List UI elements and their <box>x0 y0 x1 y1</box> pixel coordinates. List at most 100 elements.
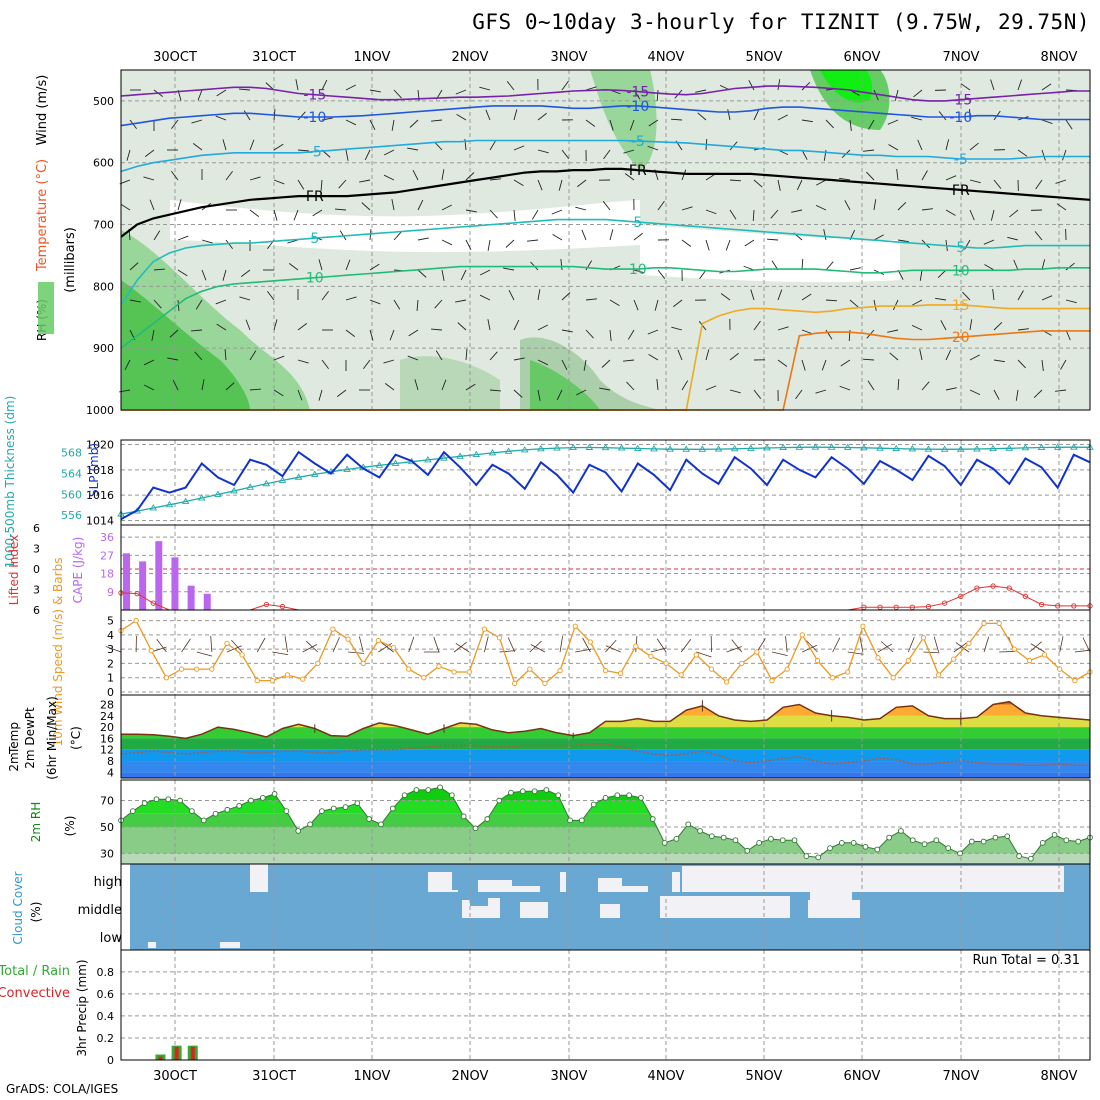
upper-air-wind-barb <box>791 209 803 213</box>
upper-air-wind-barb <box>149 199 155 211</box>
upper-air-wind-barb <box>753 389 762 399</box>
wind-ytick-1: 1 <box>107 672 114 685</box>
rh-marker <box>472 825 479 832</box>
upper-air-wind-barb <box>1017 359 1026 369</box>
upper-air-wind-barb <box>297 389 303 401</box>
wind-speed-marker <box>663 660 669 667</box>
x-date-bottom-4: 3NOV <box>551 1069 588 1084</box>
wind-speed-marker <box>148 647 154 654</box>
upper-air-wind-barb <box>249 350 257 361</box>
wind-speed-marker <box>360 660 366 667</box>
thickness-marker <box>634 444 642 451</box>
upper-air-wind-barb <box>417 199 424 211</box>
cape-bar-3 <box>171 557 179 610</box>
rh-marker <box>354 800 361 807</box>
wind10m-barb <box>923 651 940 654</box>
upper-air-wind-barb <box>465 209 477 213</box>
wind-speed-marker <box>829 675 836 681</box>
wind10m-barb <box>332 637 340 653</box>
upper-air-wind-barb <box>151 329 155 341</box>
upper-air-wind-barb <box>633 299 639 311</box>
wind10m-barb <box>507 637 516 653</box>
upper-air-wind-barb <box>167 357 179 361</box>
thickness-marker <box>520 446 529 453</box>
wind-speed-marker <box>633 643 639 649</box>
thickness-marker <box>779 443 787 451</box>
wind10m-barb <box>196 651 213 657</box>
wind10m-barb <box>582 637 591 653</box>
rh-marker <box>449 792 455 799</box>
li-ytick--3: 3 <box>33 543 40 556</box>
upper-air-wind-barb <box>297 111 306 121</box>
upper-air-wind-barb <box>295 79 299 91</box>
thickness-marker <box>214 490 222 497</box>
wind10m-barb <box>847 651 864 655</box>
rh-marker <box>153 796 160 803</box>
upper-air-wind-barb <box>417 237 429 241</box>
upper-air-wind-barb <box>171 170 179 181</box>
wind-speed-marker <box>542 680 548 687</box>
upper-air-wind-barb <box>434 299 443 309</box>
wind-speed-marker <box>330 626 336 632</box>
wind-speed-marker <box>512 680 518 687</box>
cloud-level-low: low <box>100 931 123 946</box>
x-date-bottom-5: 4NOV <box>648 1069 685 1084</box>
upper-air-wind-barb <box>969 179 981 184</box>
wind-speed-marker <box>436 663 442 669</box>
upper-air-wind-barb <box>624 173 635 181</box>
upper-air-wind-barb <box>992 289 995 301</box>
rh-marker <box>661 839 668 846</box>
upper-air-wind-barb <box>1041 359 1044 371</box>
rh-marker <box>437 784 443 791</box>
isotherm-label-3-2: FR <box>952 183 970 199</box>
temp-ytick-24: 24 <box>100 710 114 723</box>
wind-ytick-4: 4 <box>107 629 114 642</box>
lifted-index-marker <box>134 590 140 597</box>
upper-air-wind-barb <box>143 176 155 181</box>
upper-air-wind-barb <box>318 389 323 401</box>
upper-air-wind-barb <box>195 299 203 310</box>
rh-marker <box>626 792 632 799</box>
wind10m-barb <box>483 636 489 653</box>
lifted-index-marker <box>893 604 899 610</box>
upper-air-ytick-900: 900 <box>93 342 114 355</box>
upper-air-wind-barb <box>990 209 995 221</box>
wind-frame <box>120 609 1091 696</box>
upper-air-wind-barb <box>288 263 299 271</box>
rh-marker <box>259 795 266 801</box>
x-date-top-4: 3NOV <box>551 50 588 65</box>
upper-air-wind-barb <box>705 385 717 391</box>
upper-air-wind-barb <box>240 269 251 277</box>
upper-air-wind-barb <box>777 179 781 191</box>
wind-speed-marker <box>784 666 790 672</box>
upper-air-wind-barb <box>699 269 707 280</box>
isotherm-label-5-2: 10 <box>952 263 970 279</box>
upper-air-wind-barb <box>892 299 899 311</box>
isotherm-label-4-1: 5 <box>633 215 642 231</box>
upper-air-wind-barb <box>681 380 689 391</box>
cloud-cell-8 <box>672 872 680 892</box>
wind-speed-marker <box>905 657 911 664</box>
upper-air-wind-barb <box>249 209 260 217</box>
upper-air-wind-barb <box>505 239 515 248</box>
wind-speed-marker <box>617 670 624 677</box>
thickness-marker <box>940 445 949 452</box>
upper-air-wind-barb <box>273 319 278 331</box>
rh-dry-band-east <box>640 225 900 283</box>
upper-air-wind-barb <box>297 359 309 364</box>
upper-air-wind-barb <box>249 139 255 151</box>
upper-air-wind-barb <box>839 385 851 391</box>
upper-air-wind-barb <box>558 179 563 191</box>
upper-air-wind-barb <box>609 229 614 241</box>
upper-air-wind-barb <box>201 269 207 281</box>
upper-air-wind-barb <box>919 349 923 361</box>
wind10m-barb <box>771 651 788 656</box>
upper-air-wind-barb <box>705 239 710 251</box>
wind-speed-marker <box>194 666 200 672</box>
upper-air-wind-barb <box>393 299 401 310</box>
lifted-index-marker <box>925 603 932 610</box>
thickness-ylabel: 1000-500mb Thickness (dm) <box>3 396 17 569</box>
thickness-marker <box>246 483 254 490</box>
temp-ytick-4: 4 <box>107 766 114 779</box>
